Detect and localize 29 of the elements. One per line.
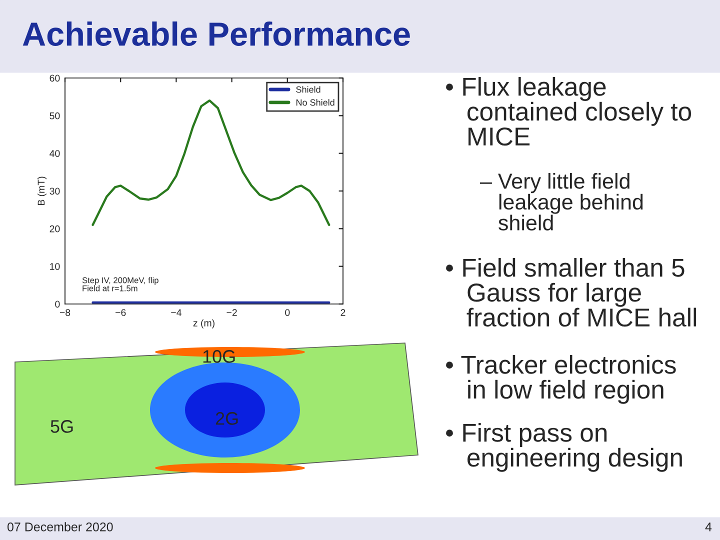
x-tick-label: −2 xyxy=(226,309,237,316)
x-tick-label: −8 xyxy=(60,309,70,316)
legend-label: Shield xyxy=(296,86,320,93)
text: 4 xyxy=(705,522,712,532)
text: 10G xyxy=(203,350,235,363)
text: – Very little field leakage behind shield xyxy=(480,173,643,231)
text: • Tracker electronics in low field region xyxy=(446,355,676,404)
x-axis-title: z (m) xyxy=(193,319,214,328)
x-tick-label: 0 xyxy=(285,309,290,316)
text: • Field smaller than 5 Gauss for large fraction of MICE hall xyxy=(446,258,696,327)
text: 07 December 2020 xyxy=(7,522,113,532)
legend-label: No Shield xyxy=(296,99,334,106)
y-tick-label: 10 xyxy=(50,263,60,270)
text: • First pass on engineering design xyxy=(446,423,682,472)
text: 5G xyxy=(50,420,73,433)
x-tick-label: 2 xyxy=(340,309,346,316)
text: • Flux leakage contained closely to MICE xyxy=(446,77,692,146)
chart-title: Achievable Performance xyxy=(22,21,410,46)
x-tick-label: −4 xyxy=(171,309,182,316)
annotation: Step IV, 200MeV, flip Field at r=1.5m xyxy=(82,277,158,292)
y-axis-title: B (mT) xyxy=(37,176,47,206)
y-tick-label: 50 xyxy=(50,112,60,120)
y-tick-label: 30 xyxy=(50,188,60,195)
text: 2G xyxy=(216,412,238,425)
y-tick-label: 20 xyxy=(50,225,60,232)
x-tick-label: −6 xyxy=(116,309,126,316)
y-tick-label: 60 xyxy=(50,74,60,82)
y-tick-label: 40 xyxy=(50,150,60,157)
y-tick-label: 0 xyxy=(55,300,60,308)
